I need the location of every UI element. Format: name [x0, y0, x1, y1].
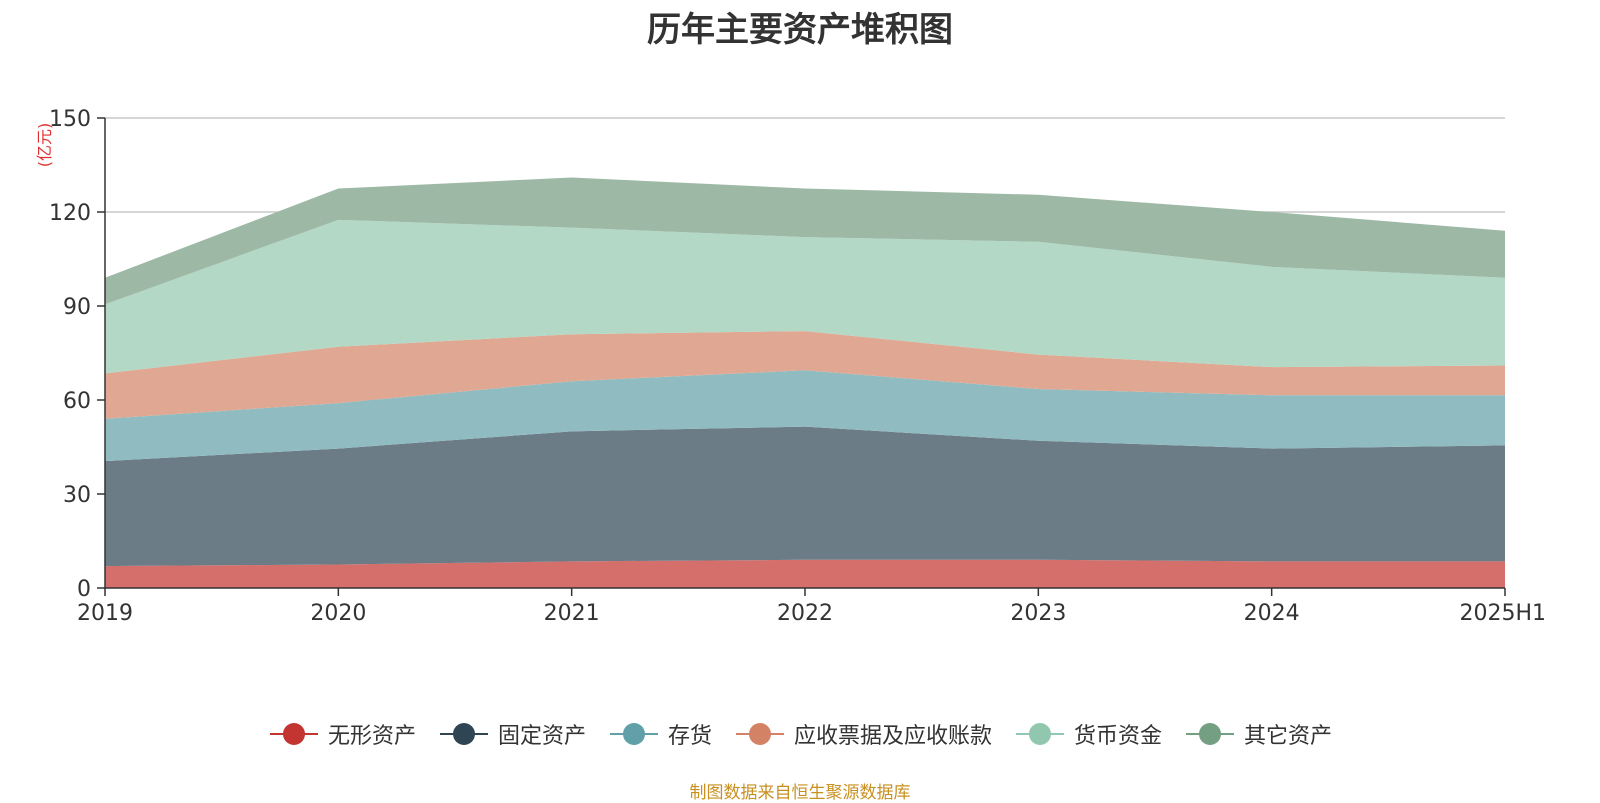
legend-item-label: 存货: [667, 724, 712, 749]
legend-item-label: 应收票据及应收账款: [794, 724, 993, 749]
legend-item-label: 其它资产: [1244, 724, 1333, 749]
legend-item[interactable]: 货币资金: [1014, 718, 1162, 750]
x-tick-label: 2025H1: [1459, 601, 1546, 626]
area-series-0: [105, 559, 1505, 588]
area-series-2: [105, 370, 1505, 462]
legend-marker-icon: [1186, 723, 1235, 745]
legend-item[interactable]: 应收票据及应收账款: [734, 718, 992, 750]
x-tick-label: 2023: [1010, 601, 1066, 626]
legend-item-label: 固定资产: [497, 724, 586, 749]
legend-marker-icon: [269, 723, 318, 745]
y-tick-label: 60: [63, 389, 91, 414]
x-tick-label: 2022: [777, 601, 833, 626]
legend-item[interactable]: 固定资产: [438, 718, 586, 750]
area-series-1: [105, 426, 1505, 567]
legend-marker-icon: [439, 723, 488, 745]
legend-marker-icon: [1016, 723, 1065, 745]
y-tick-label: 30: [63, 483, 91, 508]
x-tick-label: 2024: [1244, 601, 1300, 626]
area-series-4: [105, 219, 1505, 374]
legend-item[interactable]: 无形资产: [268, 718, 416, 750]
stacked-areas: [105, 177, 1505, 588]
y-unit-label: (亿元): [35, 123, 54, 168]
area-series-5: [105, 177, 1505, 305]
x-tick-label: 2021: [544, 601, 600, 626]
y-tick-label: 90: [63, 295, 91, 320]
legend-item-label: 无形资产: [327, 724, 416, 749]
y-tick-label: 150: [49, 107, 91, 132]
legend-marker-icon: [609, 723, 658, 745]
x-tick-label: 2020: [310, 601, 366, 626]
legend-item[interactable]: 其它资产: [1184, 718, 1332, 750]
legend: 无形资产 固定资产 存货 应收票据及应收账款 货币资金 其它资产: [0, 718, 1600, 750]
legend-item-label: 货币资金: [1074, 724, 1163, 749]
legend-marker-icon: [736, 723, 784, 745]
legend-item[interactable]: 存货: [608, 718, 712, 750]
chart-title: 历年主要资产堆积图: [647, 10, 953, 50]
x-tick-label: 2019: [77, 601, 133, 626]
source-note: 制图数据来自恒生聚源数据库: [689, 783, 911, 803]
y-tick-label: 120: [49, 201, 91, 226]
area-series-3: [105, 331, 1505, 419]
axes: 0 30 60 90 120 150 2019 2020 2021 2022 2023 2024 202…: [49, 107, 1546, 626]
y-tick-label: 0: [77, 577, 91, 602]
